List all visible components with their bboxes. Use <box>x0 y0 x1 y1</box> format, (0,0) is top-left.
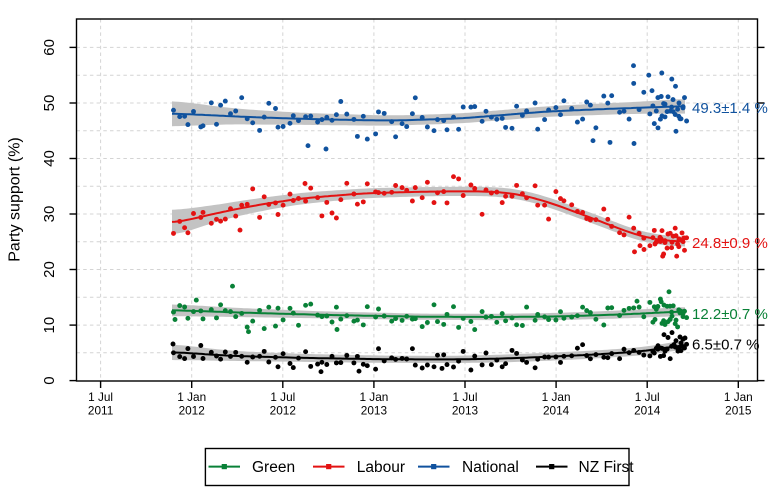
svg-text:60: 60 <box>41 39 58 56</box>
svg-text:1 Jan: 1 Jan <box>359 390 388 404</box>
svg-text:12.2±0.7 %: 12.2±0.7 % <box>692 306 768 323</box>
svg-text:1 Jul: 1 Jul <box>635 390 660 404</box>
svg-text:1 Jan: 1 Jan <box>724 390 753 404</box>
svg-text:0: 0 <box>41 376 58 384</box>
svg-text:2012: 2012 <box>179 404 205 418</box>
svg-text:Party support (%): Party support (%) <box>7 137 24 261</box>
svg-text:2014: 2014 <box>634 404 661 418</box>
svg-text:1 Jul: 1 Jul <box>453 390 478 404</box>
svg-text:50: 50 <box>41 95 58 112</box>
svg-text:1 Jan: 1 Jan <box>177 390 206 404</box>
svg-text:24.8±0.9 %: 24.8±0.9 % <box>692 235 768 252</box>
svg-text:2013: 2013 <box>452 404 479 418</box>
svg-text:2013: 2013 <box>361 404 388 418</box>
svg-text:National: National <box>462 459 519 476</box>
svg-text:1 Jul: 1 Jul <box>270 390 295 404</box>
svg-text:20: 20 <box>41 261 58 278</box>
svg-text:2011: 2011 <box>88 404 113 418</box>
svg-text:1 Jul: 1 Jul <box>88 390 113 404</box>
svg-text:30: 30 <box>41 206 58 223</box>
svg-text:Labour: Labour <box>357 459 405 476</box>
svg-text:10: 10 <box>41 317 58 334</box>
svg-text:2015: 2015 <box>725 404 752 418</box>
svg-text:6.5±0.7 %: 6.5±0.7 % <box>692 337 759 354</box>
svg-text:1 Jan: 1 Jan <box>542 390 571 404</box>
svg-text:40: 40 <box>41 150 58 167</box>
svg-text:NZ First: NZ First <box>579 459 635 476</box>
svg-text:2012: 2012 <box>270 404 296 418</box>
svg-text:49.3±1.4 %: 49.3±1.4 % <box>692 100 768 117</box>
svg-text:Green: Green <box>252 459 295 476</box>
svg-text:2014: 2014 <box>543 404 570 418</box>
